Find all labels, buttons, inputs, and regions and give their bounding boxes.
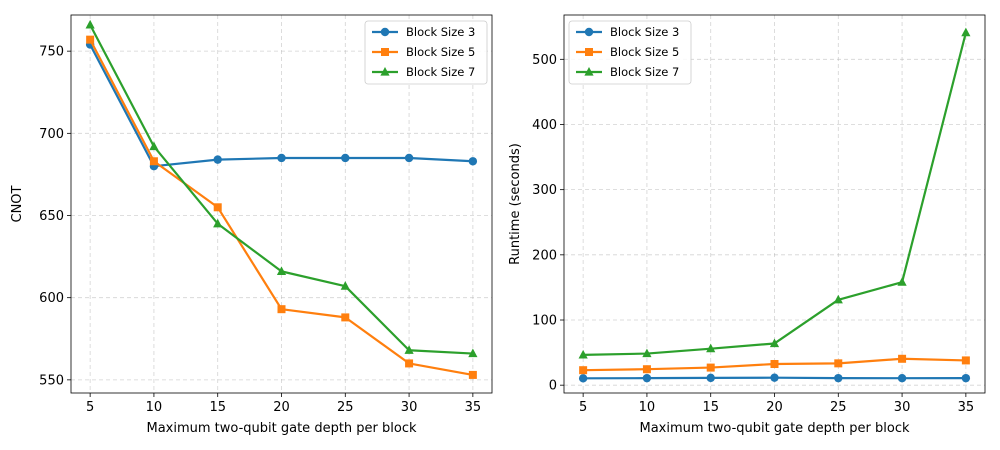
legend-label: Block Size 5 — [406, 45, 475, 59]
data-point — [898, 354, 907, 363]
x-tick-label: 10 — [639, 400, 656, 415]
y-tick-label: 200 — [532, 248, 557, 263]
x-tick-label: 10 — [146, 400, 163, 415]
data-point — [341, 153, 350, 163]
data-point — [149, 141, 159, 151]
legend: Block Size 3 Block Size 5 Block Size 7 — [568, 20, 692, 85]
y-tick-label: 600 — [39, 291, 64, 306]
data-point — [770, 359, 779, 368]
data-point — [770, 373, 779, 382]
x-tick-label: 20 — [273, 400, 290, 415]
x-tick-label: 25 — [830, 400, 847, 415]
data-point — [404, 345, 414, 354]
legend-label: Block Size 7 — [610, 65, 679, 79]
data-point — [834, 359, 843, 368]
x-axis-label: Maximum two-qubit gate depth per block — [146, 421, 416, 436]
legend-marker — [584, 67, 594, 76]
data-point — [961, 373, 971, 383]
y-tick-label: 550 — [39, 373, 64, 388]
x-tick-label: 25 — [337, 400, 354, 415]
y-tick-label: 100 — [532, 314, 557, 329]
data-point — [86, 35, 95, 44]
x-tick-label: 15 — [209, 400, 226, 415]
data-point — [642, 365, 651, 374]
data-point — [578, 374, 588, 383]
legend-label: Block Size 7 — [406, 65, 475, 79]
y-axis-label: Runtime (seconds) — [508, 143, 523, 265]
data-point — [341, 313, 350, 322]
data-point — [961, 27, 971, 37]
data-point — [468, 370, 477, 379]
data-point — [769, 338, 780, 348]
y-tick-label: 700 — [39, 127, 64, 142]
data-point — [579, 366, 588, 375]
y-tick-label: 300 — [532, 183, 557, 198]
data-point — [706, 363, 715, 372]
data-point — [706, 373, 715, 383]
legend: Block Size 3 Block Size 5 Block Size 7 — [364, 20, 488, 85]
data-point — [897, 277, 907, 286]
legend-label: Block Size 3 — [610, 25, 679, 39]
y-tick-label: 650 — [39, 209, 64, 224]
data-point — [642, 348, 652, 358]
data-point — [706, 343, 716, 353]
data-point — [85, 19, 95, 29]
y-tick-label: 500 — [532, 53, 557, 68]
legend-box — [568, 20, 692, 85]
y-axis-label: CNOT — [10, 185, 25, 222]
data-point — [833, 294, 843, 304]
cnot-chart: 5 10 15 20 25 30 35 550 600 650 700 750 Maximum two… — [10, 14, 493, 436]
x-tick-label: 30 — [401, 400, 418, 415]
legend-marker — [380, 27, 390, 37]
data-point — [468, 348, 478, 358]
x-tick-label: 15 — [702, 400, 719, 415]
data-point — [961, 356, 970, 365]
legend-marker — [380, 67, 390, 76]
legend-label: Block Size 3 — [406, 25, 475, 39]
data-point — [149, 157, 158, 166]
data-point — [834, 373, 843, 383]
data-point — [897, 374, 907, 383]
data-point — [340, 281, 350, 290]
data-point — [276, 266, 287, 275]
legend-label: Block Size 5 — [610, 45, 679, 59]
data-point — [404, 153, 414, 163]
runtime-chart: 5 10 15 20 25 30 35 0 100 200 300 400 500 Maximum tw… — [508, 14, 986, 436]
x-tick-label: 5 — [86, 400, 94, 415]
legend-box — [364, 20, 488, 85]
x-tick-label: 20 — [766, 400, 783, 415]
data-point — [405, 359, 414, 368]
data-point — [642, 373, 652, 383]
y-tick-label: 400 — [532, 118, 557, 133]
y-tick-label: 0 — [549, 379, 557, 394]
data-point — [277, 153, 286, 163]
data-point — [213, 203, 222, 212]
x-axis-label: Maximum two-qubit gate depth per block — [639, 421, 909, 436]
x-tick-label: 30 — [894, 400, 911, 415]
x-tick-label: 35 — [958, 400, 975, 415]
x-tick-label: 5 — [579, 400, 587, 415]
legend-marker — [381, 48, 389, 56]
data-point — [578, 349, 588, 359]
data-point — [277, 305, 286, 314]
x-tick-label: 35 — [465, 400, 482, 415]
y-tick-label: 750 — [39, 45, 64, 60]
data-point — [213, 218, 223, 228]
legend-marker — [584, 27, 594, 37]
data-point — [468, 157, 478, 166]
data-point — [213, 155, 222, 164]
legend-marker — [585, 48, 593, 56]
